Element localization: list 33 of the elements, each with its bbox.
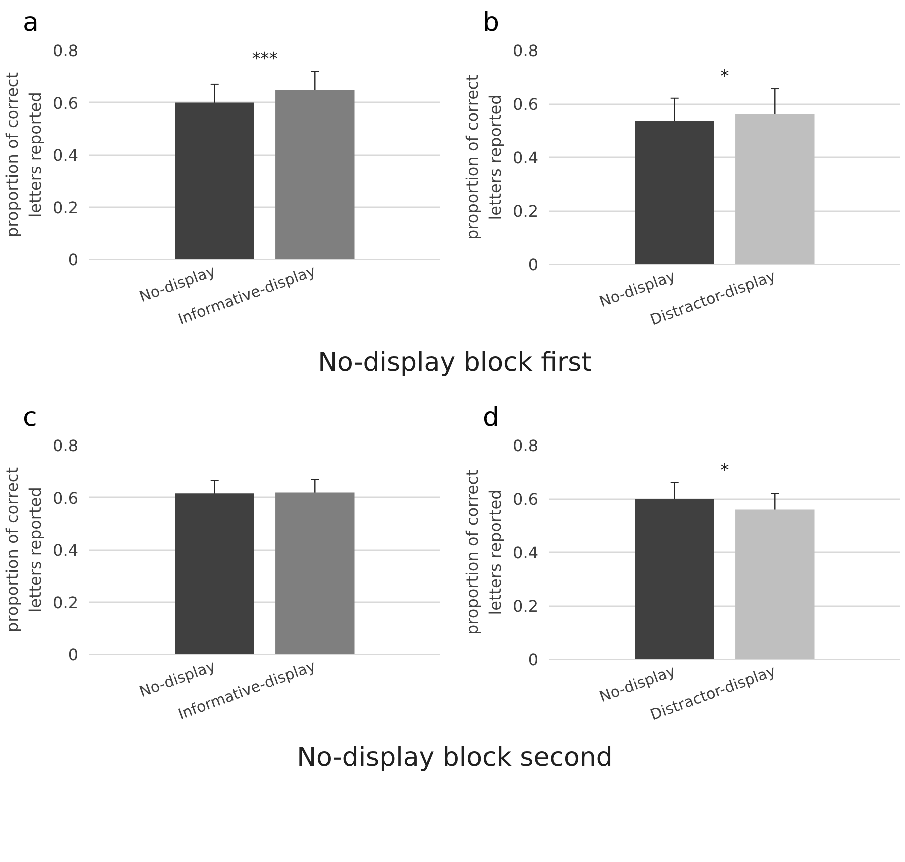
chart-title: c <box>23 402 38 435</box>
annotation: *** <box>252 50 278 70</box>
annotation: * <box>720 67 730 88</box>
y-tick-label: 0.6 <box>513 95 539 114</box>
y-tick-label: 0.4 <box>513 544 539 562</box>
text: No-display block second <box>297 742 613 775</box>
y-tick-label: 0.4 <box>53 541 79 560</box>
y-tick-label: 0.2 <box>513 202 539 221</box>
y-tick-label: 0.4 <box>513 148 539 168</box>
y-tick-label: 0.8 <box>513 42 539 60</box>
y-axis-title: proportion of correct letters reported <box>463 75 506 240</box>
y-tick-label: 0.2 <box>513 597 539 616</box>
chart-title: a <box>23 7 39 40</box>
y-tick-label: 0.6 <box>513 490 539 509</box>
y-tick-label: 0.2 <box>53 593 79 612</box>
chart-title: b <box>483 7 500 40</box>
chart-title: d <box>483 402 500 435</box>
y-tick-label: 0.2 <box>53 198 79 218</box>
y-tick-label: 0.8 <box>513 436 539 456</box>
text: No-display block first <box>318 347 592 380</box>
annotation: * <box>720 460 730 481</box>
y-tick-label: 0 <box>68 250 79 270</box>
y-tick-label: 0.4 <box>53 146 79 165</box>
y-tick-label: 0 <box>68 646 79 664</box>
y-axis-title: proportion of correct letters reported <box>463 470 506 635</box>
y-tick-label: 0 <box>528 256 539 274</box>
y-axis-title: proportion of correct letters reported <box>3 468 46 632</box>
y-tick-label: 0.6 <box>53 488 79 508</box>
y-tick-label: 0.6 <box>53 94 79 113</box>
y-tick-label: 0 <box>528 650 539 670</box>
y-tick-label: 0.8 <box>53 42 79 60</box>
y-tick-label: 0.8 <box>53 436 79 456</box>
y-axis-title: proportion of correct letters reported <box>3 72 46 238</box>
